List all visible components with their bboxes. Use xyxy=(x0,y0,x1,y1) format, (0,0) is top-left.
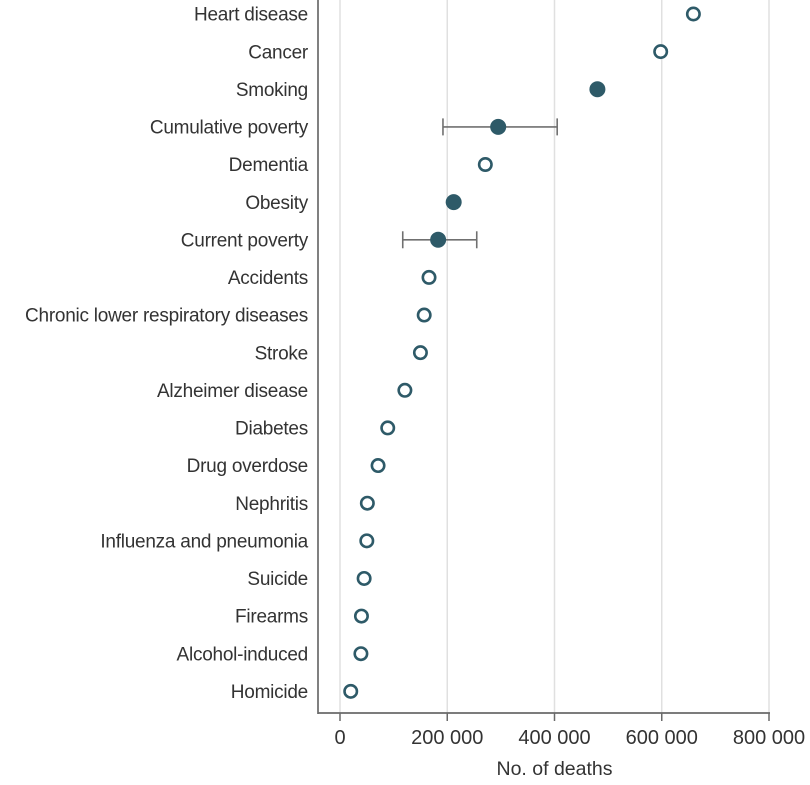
data-point-nephritis xyxy=(359,495,375,511)
category-label-drug-overdose: Drug overdose xyxy=(187,456,308,477)
data-point-cumulative-poverty xyxy=(490,118,507,135)
data-point-diabetes xyxy=(380,420,396,436)
x-tick-label-0: 0 xyxy=(334,727,345,749)
data-point-alzheimer-disease xyxy=(397,382,413,398)
category-label-chronic-lower-respiratory-diseases: Chronic lower respiratory diseases xyxy=(25,306,308,327)
category-label-accidents: Accidents xyxy=(228,268,308,289)
category-label-suicide: Suicide xyxy=(247,569,308,590)
x-tick-label-400000: 400 000 xyxy=(518,727,590,749)
category-label-cumulative-poverty: Cumulative poverty xyxy=(150,118,309,139)
data-points-group xyxy=(343,6,701,699)
category-labels-group: Heart disease Cancer Smoking Cumulative pov… xyxy=(25,5,309,703)
category-label-firearms: Firearms xyxy=(235,607,308,628)
data-point-suicide xyxy=(356,570,372,586)
category-label-stroke: Stroke xyxy=(255,343,308,364)
x-axis-title: No. of deaths xyxy=(497,758,613,780)
data-point-homicide xyxy=(343,683,359,699)
category-label-smoking: Smoking xyxy=(236,80,308,101)
x-tick-label-800000: 800 000 xyxy=(733,727,805,749)
category-label-influenza-and-pneumonia: Influenza and pneumonia xyxy=(100,531,308,552)
x-tick-label-600000: 600 000 xyxy=(626,727,698,749)
error-bars-group xyxy=(401,118,558,249)
category-label-alzheimer-disease: Alzheimer disease xyxy=(157,381,308,402)
category-label-cancer: Cancer xyxy=(248,42,309,63)
data-point-obesity xyxy=(445,194,462,211)
category-label-alcohol-induced: Alcohol-induced xyxy=(177,644,308,665)
category-label-homicide: Homicide xyxy=(231,682,308,703)
data-point-drug-overdose xyxy=(370,458,386,474)
data-point-alcohol-induced xyxy=(353,646,369,662)
data-point-dementia xyxy=(477,157,493,173)
category-label-diabetes: Diabetes xyxy=(235,419,308,440)
data-point-current-poverty xyxy=(430,231,447,248)
data-point-accidents xyxy=(421,269,437,285)
category-label-dementia: Dementia xyxy=(229,155,309,176)
data-point-heart-disease xyxy=(685,6,701,22)
data-point-influenza-and-pneumonia xyxy=(359,533,375,549)
data-point-stroke xyxy=(412,345,428,361)
data-point-cancer xyxy=(653,44,669,60)
data-point-chronic-lower-respiratory-diseases xyxy=(416,307,432,323)
category-label-current-poverty: Current poverty xyxy=(181,230,309,251)
category-label-obesity: Obesity xyxy=(245,193,308,214)
category-label-heart-disease: Heart disease xyxy=(194,5,308,26)
x-tick-label-200000: 200 000 xyxy=(411,727,483,749)
axes-group: 0 200 000 400 000 600 000 800 000 xyxy=(317,0,805,749)
data-point-firearms xyxy=(353,608,369,624)
gridlines-group xyxy=(339,0,770,713)
data-point-smoking xyxy=(589,81,606,98)
category-label-nephritis: Nephritis xyxy=(235,494,308,515)
